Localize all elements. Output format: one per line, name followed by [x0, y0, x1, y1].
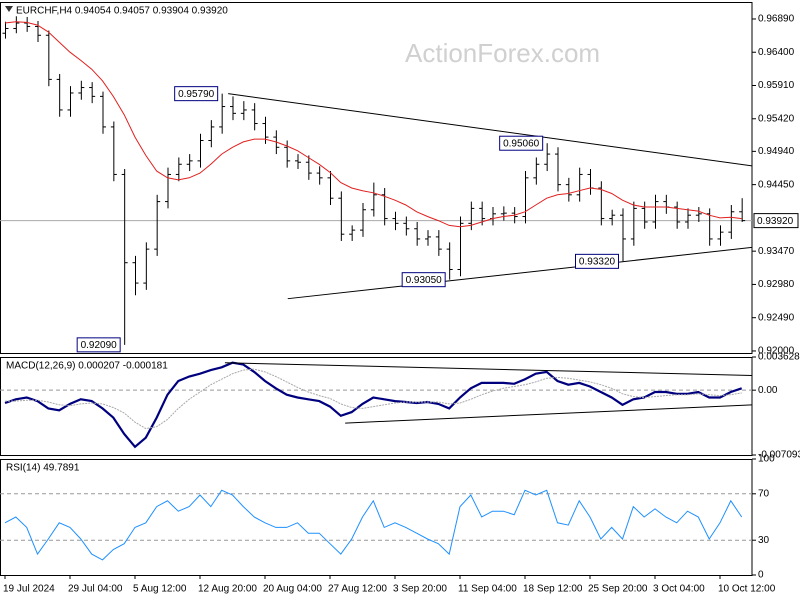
annotation-label: 0.95790: [178, 89, 215, 100]
y-tick-label: 0.00: [758, 385, 778, 396]
y-tick-label: 100: [758, 454, 775, 465]
annotation-label: 0.93320: [579, 256, 616, 267]
y-tick-label: 0.003628: [758, 352, 800, 363]
annotation-box: [401, 272, 446, 288]
y-tick-label: 70: [758, 488, 770, 499]
x-tick-label: 12 Aug 20:00: [198, 584, 257, 595]
annotation-box: [575, 253, 619, 269]
series-line: [4, 361, 743, 449]
y-tick-label: 0.94450: [758, 179, 795, 190]
x-tick-label: 25 Sep 20:00: [588, 584, 648, 595]
annotation-box: [174, 86, 219, 102]
symbol-icon: [5, 6, 13, 12]
trendline: [228, 93, 752, 167]
x-tick-label: 18 Sep 12:00: [523, 584, 583, 595]
y-tick-label: 0.92490: [758, 312, 795, 323]
last-price-label: 0.93920: [757, 216, 794, 227]
y-tick-label: 0: [758, 570, 764, 581]
annotation-label: 0.92090: [81, 340, 118, 351]
annotation-box: [76, 337, 121, 353]
panel-frame: [0, 2, 753, 354]
y-tick-label: 30: [758, 535, 770, 546]
annotation-label: 0.93050: [406, 275, 443, 286]
panel-title: MACD(12,26,9) 0.000207 -0.000181: [6, 361, 168, 372]
annotation-box: [499, 135, 544, 151]
y-tick-label: 0.95910: [758, 80, 795, 91]
x-tick-label: 19 Jul 2024: [3, 584, 55, 595]
y-tick-label: 0.93470: [758, 246, 795, 257]
plot-area: [0, 16, 752, 345]
panel-frame: [0, 459, 753, 576]
y-tick-label: 0.94940: [758, 146, 795, 157]
panel-frame: [0, 357, 753, 456]
series-line: [4, 21, 742, 228]
trendline: [345, 404, 752, 424]
y-tick-label: 0.92980: [758, 279, 795, 290]
trendline: [224, 362, 752, 376]
plot-area: [0, 361, 752, 449]
y-tick-label: 0.95420: [758, 113, 795, 124]
x-tick-label: 29 Jul 04:00: [68, 584, 123, 595]
plot-area: [0, 489, 752, 561]
annotation-label: 0.95060: [503, 138, 540, 149]
y-tick-label: 0.92000: [758, 346, 795, 357]
x-tick-label: 27 Aug 12:00: [328, 584, 387, 595]
x-tick-label: 10 Oct 12:00: [718, 584, 776, 595]
x-tick-label: 3 Sep 20:00: [393, 584, 447, 595]
x-tick-label: 5 Aug 12:00: [133, 584, 187, 595]
watermark: ActionForex.com: [405, 38, 600, 68]
series-line: [5, 368, 742, 430]
x-tick-label: 11 Sep 04:00: [458, 584, 517, 595]
panel-title: RSI(14) 49.7891: [6, 463, 80, 474]
trendline: [287, 246, 752, 300]
x-tick-label: 3 Oct 04:00: [653, 584, 705, 595]
panel-title: EURCHF,H4 0.94054 0.94057 0.93904 0.9392…: [16, 6, 228, 17]
last-price-box: [753, 213, 799, 229]
y-tick-label: -0.007093: [758, 450, 800, 461]
x-tick-label: 20 Aug 04:00: [263, 584, 322, 595]
y-tick-label: 0.96400: [758, 47, 795, 58]
series-line: [4, 489, 743, 561]
y-tick-label: 0.96890: [758, 14, 795, 25]
